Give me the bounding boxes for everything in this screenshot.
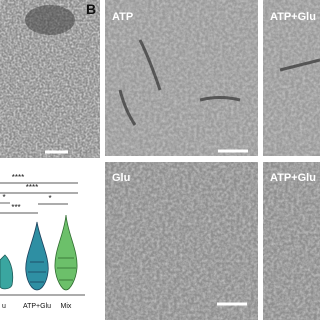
panel-label: B bbox=[86, 1, 96, 17]
significance: *** bbox=[11, 203, 20, 212]
micrograph-label: ATP+Glu bbox=[270, 11, 316, 23]
x-label: Mix bbox=[61, 303, 72, 310]
micrograph-grid: ATP ATP+Glu Glu ATP+Glu bbox=[105, 0, 320, 320]
x-label: ATP+Glu bbox=[23, 303, 51, 310]
violin-plot: **** **** * *** * u ATP+Glu Mix bbox=[0, 173, 85, 310]
significance: * bbox=[2, 193, 5, 202]
micrograph-a bbox=[0, 0, 100, 158]
significance: **** bbox=[26, 183, 38, 192]
significance: **** bbox=[12, 173, 24, 182]
micrograph-label: Glu bbox=[112, 172, 130, 184]
significance: * bbox=[48, 194, 51, 203]
x-label: u bbox=[2, 303, 6, 310]
micrograph-label: ATP+Glu bbox=[270, 172, 316, 184]
micrograph-label: ATP bbox=[112, 11, 133, 23]
